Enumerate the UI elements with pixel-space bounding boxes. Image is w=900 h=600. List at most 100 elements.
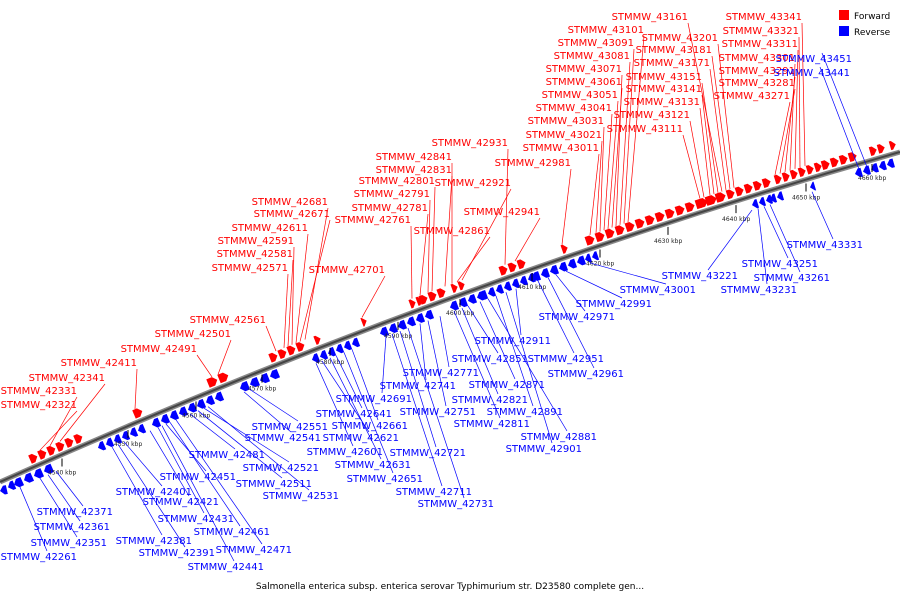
reverse-gene <box>98 440 107 451</box>
forward-gene <box>286 345 296 356</box>
forward-gene <box>876 144 885 154</box>
forward-gene <box>644 215 655 226</box>
reverse-gene <box>206 395 216 406</box>
gene-label: STMMW_43301 <box>719 53 795 64</box>
leader-line <box>165 423 207 472</box>
gene-label: STMMW_42321 <box>1 400 77 411</box>
reverse-gene <box>871 163 879 173</box>
reverse-gene <box>770 193 778 203</box>
forward-gene <box>360 317 367 327</box>
genome-backbone <box>0 149 900 485</box>
leader-line <box>505 292 553 444</box>
scale-ticks: 4540 kbp 4550 kbp 4560 kbp 4570 kbp 4580 kbp… <box>48 164 886 477</box>
forward-gene <box>418 294 428 305</box>
gene-label: STMMW_42461 <box>194 527 270 538</box>
reverse-gene <box>810 181 817 191</box>
forward-gene <box>743 183 753 194</box>
tick-label: 4540 kbp <box>48 470 76 477</box>
tick-label: 4630 kbp <box>654 238 682 245</box>
gene-label: STMMW_42391 <box>139 548 215 559</box>
tick-label: 4640 kbp <box>722 216 750 223</box>
gene-label: STMMW_43201 <box>642 33 718 44</box>
gene-label: STMMW_43321 <box>723 26 799 37</box>
leader-line <box>351 349 379 421</box>
reverse-gene <box>44 463 55 474</box>
gene-label: STMMW_43291 <box>719 66 795 77</box>
gene-label: STMMW_42401 <box>116 487 192 498</box>
forward-gene <box>206 377 218 388</box>
gene-label: STMMW_43131 <box>624 97 700 108</box>
reverse-gene <box>541 267 551 278</box>
gene-label: STMMW_42801 <box>359 176 435 187</box>
forward-gene <box>132 408 143 419</box>
reverse-gene <box>240 380 251 392</box>
reverse-gene <box>777 191 785 201</box>
leader-line <box>487 298 568 432</box>
forward-gene <box>604 228 615 239</box>
gene-label: STMMW_42701 <box>309 265 385 276</box>
gene-label: STMMW_42681 <box>252 197 328 208</box>
gene-label: STMMW_42481 <box>189 450 265 461</box>
reverse-gene <box>270 368 281 380</box>
leader-line <box>607 100 619 229</box>
forward-gene <box>408 299 416 309</box>
leader-line <box>461 307 499 395</box>
reverse-gene <box>0 485 8 495</box>
gene-label: STMMW_43051 <box>542 90 618 101</box>
gene-label: STMMW_42351 <box>31 538 107 549</box>
leader-line <box>407 327 465 499</box>
reverse-gene <box>550 264 560 275</box>
tick-label: 4660 kbp <box>858 175 886 182</box>
reverse-gene <box>766 194 774 204</box>
reverse-gene <box>14 476 25 488</box>
reverse-gene <box>585 253 593 263</box>
leader-line <box>819 66 863 178</box>
forward-gene <box>829 157 839 168</box>
leader-line <box>682 134 701 199</box>
gene-label: STMMW_43231 <box>721 285 797 296</box>
reverse-gene <box>752 199 760 209</box>
leader-line <box>203 407 290 463</box>
reverse-gene <box>130 427 139 437</box>
leader-line <box>439 316 450 368</box>
reverse-gene <box>352 337 361 348</box>
leader-line <box>427 320 447 407</box>
legend-forward-label: Forward <box>854 12 890 22</box>
gene-label: STMMW_43181 <box>636 45 712 56</box>
leader-line <box>811 191 834 240</box>
leader-line <box>701 82 719 193</box>
leader-line <box>699 107 711 196</box>
reverse-gene <box>34 468 45 479</box>
gene-label: STMMW_42821 <box>452 395 528 406</box>
gene-label: STMMW_43091 <box>558 38 634 49</box>
forward-gene <box>457 281 465 291</box>
reverse-gene <box>468 293 478 304</box>
tick-label: 4620 kbp <box>586 261 614 268</box>
gene-label: STMMW_42771 <box>403 368 479 379</box>
gene-label: STMMW_42511 <box>236 479 312 490</box>
forward-gene <box>427 291 437 302</box>
leader-line <box>175 419 263 545</box>
reverse-gene <box>106 437 115 448</box>
gene-label: STMMW_42631 <box>335 460 411 471</box>
leader-line <box>589 262 667 285</box>
leader-line <box>249 389 299 422</box>
leader-line <box>59 383 106 442</box>
forward-gene <box>37 449 47 460</box>
gene-label: STMMW_42971 <box>539 312 615 323</box>
gene-label: STMMW_43041 <box>536 103 612 114</box>
reverse-gene <box>24 472 35 483</box>
leader-line <box>39 478 78 538</box>
leader-line <box>169 422 241 527</box>
leader-line <box>427 199 431 293</box>
gene-label: STMMW_42851 <box>452 354 528 365</box>
leader-line <box>123 441 163 487</box>
tick-label: 4560 kbp <box>182 413 210 420</box>
leader-line <box>689 120 705 198</box>
legend-reverse-label: Reverse <box>854 28 891 38</box>
leader-line <box>189 413 236 450</box>
leader-line <box>565 270 623 299</box>
forward-gene <box>313 335 321 345</box>
gene-label: STMMW_43251 <box>742 259 818 270</box>
gene-label: STMMW_43011 <box>523 143 599 154</box>
